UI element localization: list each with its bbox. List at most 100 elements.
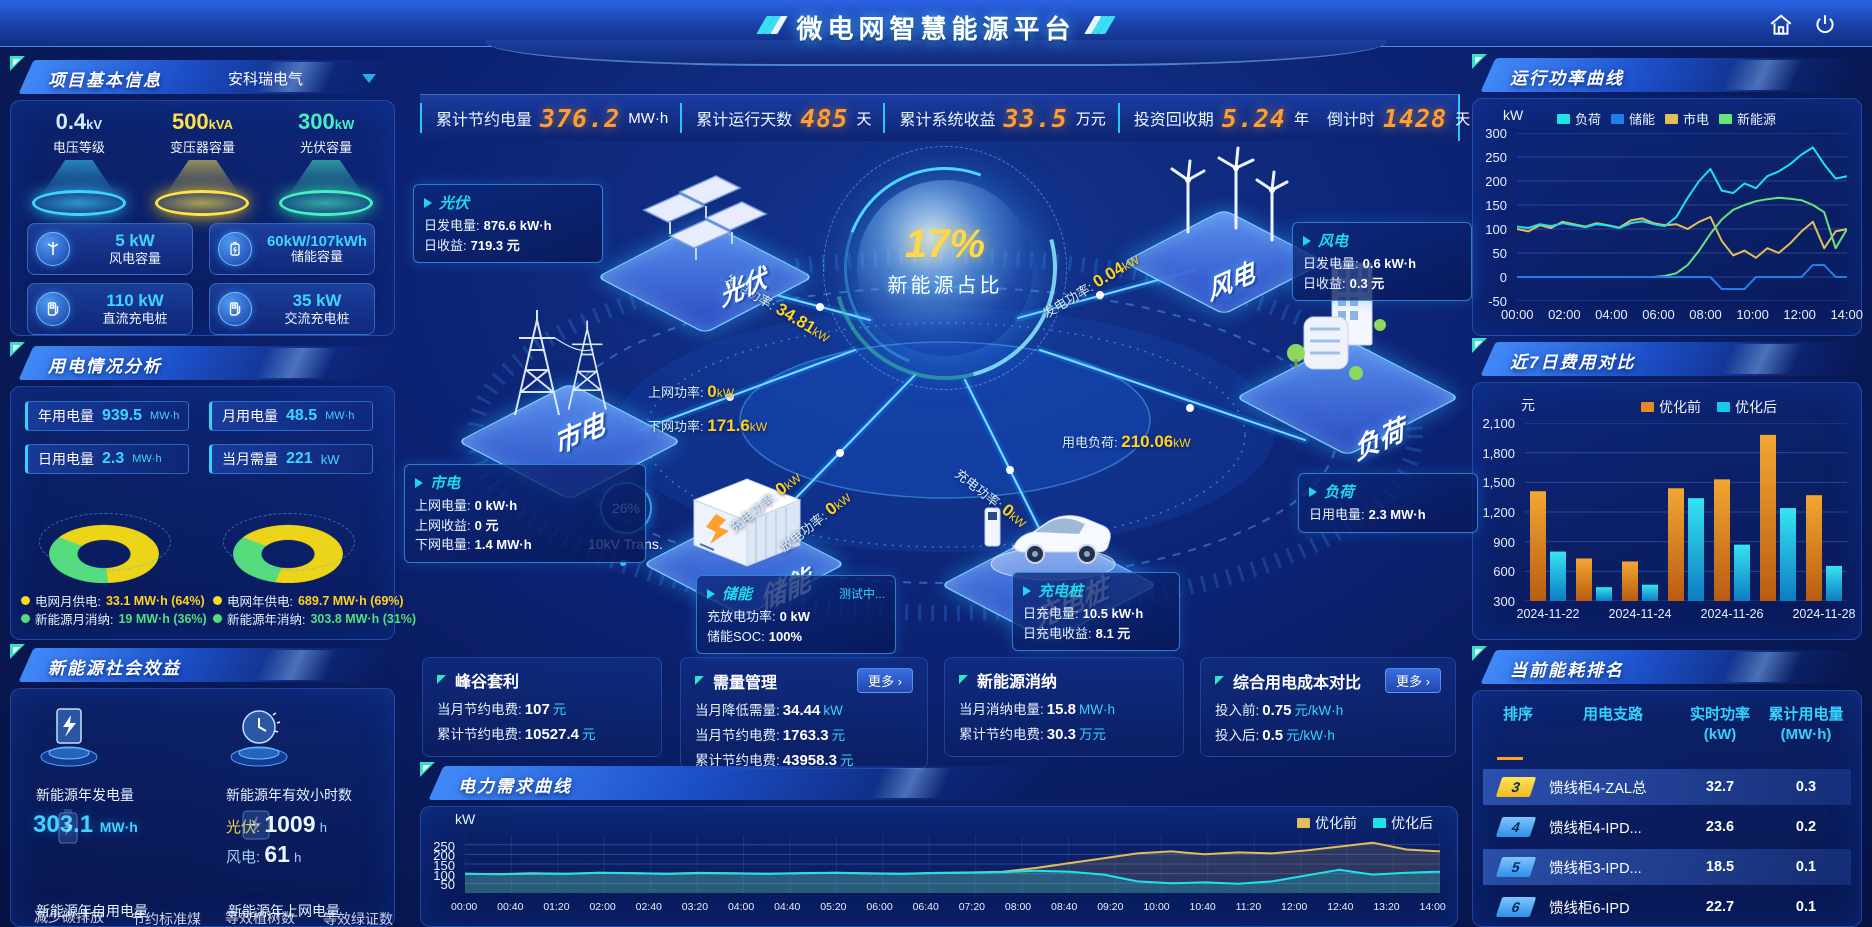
panel-run-power-title: 运行功率曲线 xyxy=(1510,69,1624,88)
y-tick: 100 xyxy=(433,867,455,883)
cone-transformer: 500kVA 变压器容量 xyxy=(147,109,257,216)
x-tick: 00:40 xyxy=(497,901,524,913)
demand-chart xyxy=(464,835,1441,898)
rank-badge: 5 xyxy=(1495,857,1537,877)
panel-ranking-header: 当前能耗排名 xyxy=(1472,646,1864,684)
cost7-y-axis: 2,100 1,800 1,500 1,200 900 600 300 xyxy=(1481,416,1521,609)
y-tick: 100 xyxy=(1485,222,1507,237)
x-tick: 10:40 xyxy=(1189,901,1216,913)
table-row[interactable]: 5 馈线柜3-IPD... 18.5 0.1 xyxy=(1483,849,1851,885)
x-tick: 2024-11-22 xyxy=(1516,607,1580,621)
company-selector[interactable]: 安科瑞电气 xyxy=(228,71,304,88)
legend-item: 市电 xyxy=(1665,109,1709,128)
x-tick: 13:20 xyxy=(1373,901,1400,913)
x-tick: 06:40 xyxy=(912,901,939,913)
y-tick: -50 xyxy=(1488,294,1507,309)
x-tick: 00:00 xyxy=(1501,307,1534,322)
card-demand-mgmt: 需量管理 更多 › 当月降低需量: 34.44 kW 当月节约电费: 1763.3 元 … xyxy=(680,657,928,769)
energy-flow-stage: 光伏 风电 市电 xyxy=(400,115,1478,655)
table-row[interactable]: 3 馈线柜4-ZAL总 32.7 0.3 xyxy=(1483,769,1851,805)
demand-mgmt-more-button[interactable]: 更多 › xyxy=(857,668,913,693)
stat-day-usage: 日用电量 2.3 MW·h xyxy=(25,444,189,474)
power-pylon-icon xyxy=(514,310,607,416)
x-tick: 03:20 xyxy=(681,901,709,913)
x-tick: 02:00 xyxy=(589,901,616,913)
x-tick: 04:40 xyxy=(774,901,801,913)
panel-demand-body: kW 优化前 优化后 250 200 150 100 50 00:00 00:40 01:20… xyxy=(420,806,1458,927)
panel-corner-icon xyxy=(695,675,704,685)
x-tick: 00:00 xyxy=(451,901,478,913)
x-tick: 11:20 xyxy=(1235,901,1262,913)
wind-info-card: 风电 日发电量: 0.6 kW·h 日收益: 0.3 元 xyxy=(1292,222,1472,301)
kpi-saved-energy: 累计节约电量 376.2 MW·h xyxy=(420,103,680,133)
panel-corner-icon xyxy=(420,762,435,777)
card-renewable-consumption: 新能源消纳 当月消纳电量: 15.8 MW·h 累计节约电费: 30.3 万元 xyxy=(944,657,1184,757)
panel-cost7-header: 近7日费用对比 xyxy=(1472,338,1864,376)
kpi-run-days: 累计运行天数 485 天 xyxy=(680,103,883,133)
chevron-down-icon[interactable] xyxy=(362,74,376,83)
pv-info-card: 光伏 日发电量: 876.6 kW·h 日收益: 719.3 元 xyxy=(413,184,603,263)
y-tick: 1,800 xyxy=(1482,445,1515,461)
y-tick: 150 xyxy=(1485,198,1507,213)
panel-usage-body: 年用电量 939.5 MW·h 月用电量 48.5 MW·h 日用电量 2.3 MW·h 当… xyxy=(10,386,416,640)
battery-storage-icon xyxy=(692,478,802,567)
y-tick: 250 xyxy=(433,838,455,854)
demand-legend: 优化前 优化后 xyxy=(1297,813,1433,833)
y-tick: 600 xyxy=(1493,564,1515,580)
panel-project-header: 项目基本信息 安科瑞电气 xyxy=(10,56,397,94)
x-tick: 08:00 xyxy=(1004,901,1032,913)
donut-month xyxy=(39,487,171,584)
x-tick: 01:20 xyxy=(543,901,570,913)
x-tick: 02:00 xyxy=(1548,307,1581,322)
cost7-chart-svg xyxy=(1525,422,1847,602)
panel-ranking-body: 排序 用电支路 实时功率 (kW) 累计用电量 (MW·h) 3 馈线柜4-ZAL总… xyxy=(1472,690,1862,927)
co2-label: 减少碳排放 xyxy=(34,909,104,925)
hours-clock-icon xyxy=(230,710,288,767)
certs-label: 等效绿证数 xyxy=(323,911,393,927)
header-curve xyxy=(486,40,1386,66)
panel-usage: 用电情况分析 年用电量 939.5 MW·h 月用电量 48.5 MW·h 日用电量 2.… xyxy=(10,342,416,640)
run-power-x-axis: 00:00 02:00 04:00 06:00 08:00 10:00 12:00 14:00 xyxy=(1501,307,1863,322)
x-tick: 04:00 xyxy=(1595,307,1628,322)
rank-badge: 6 xyxy=(1495,897,1537,917)
cost7-legend: 优化前 优化后 xyxy=(1641,397,1777,417)
ranking-sort-indicator[interactable] xyxy=(1497,757,1523,760)
center-sphere: 17% 新能源占比 xyxy=(792,115,1098,421)
x-tick: 05:20 xyxy=(820,901,847,913)
title-deco-left xyxy=(756,16,788,39)
demand-unit-label: kW xyxy=(455,811,476,827)
table-row[interactable]: 6 馈线柜6-IPD 22.7 0.1 xyxy=(1483,889,1851,925)
y-tick: 2,100 xyxy=(1482,416,1515,431)
page-title: 微电网智慧能源平台 xyxy=(796,14,1076,44)
panel-ranking: 当前能耗排名 排序 用电支路 实时功率 (kW) 累计用电量 (MW·h) 3 馈线… xyxy=(1472,646,1864,927)
gen-value: 303.1 MW·h xyxy=(33,811,138,838)
demand-chart-svg xyxy=(464,835,1441,893)
self-use-label: 新能源年自用电量 xyxy=(36,903,148,919)
x-tick: 2024-11-26 xyxy=(1700,607,1764,621)
panel-run-power-body: kW 负荷 储能 市电 新能源 300 250 200 150 100 50 0 -50 00:00… xyxy=(1472,98,1863,336)
x-tick: 07:20 xyxy=(958,901,985,913)
cost7-unit-label: 元 xyxy=(1521,397,1535,413)
y-tick: 250 xyxy=(1485,150,1507,165)
panel-demand-header: 电力需求曲线 xyxy=(420,762,1458,800)
power-icon[interactable] xyxy=(1812,12,1838,38)
cost-compare-more-button[interactable]: 更多 › xyxy=(1385,668,1441,693)
demand-x-axis: 00:00 00:40 01:20 02:00 02:40 03:20 04:00 04:40… xyxy=(451,901,1446,913)
cone-voltage: 0.4kV 电压等级 xyxy=(24,109,134,216)
y-tick: 200 xyxy=(433,848,455,864)
rank-badge: 4 xyxy=(1495,817,1537,837)
panel-project-body: 0.4kV 电压等级 500kVA 变压器容量 300kW 光伏容量 xyxy=(10,100,395,336)
to-grid-label: 新能源年上网电量 xyxy=(228,903,340,919)
x-tick: 08:40 xyxy=(1051,901,1078,913)
panel-benefit-header: 新能源社会效益 xyxy=(10,644,397,682)
flow-down-net: 下网功率: 171.6kW xyxy=(648,416,768,435)
home-icon[interactable] xyxy=(1768,12,1794,38)
legend-renewable-year: 新能源年消纳: 303.8 MW·h (31%) xyxy=(213,609,416,628)
panel-benefit-title: 新能源社会效益 xyxy=(48,659,181,678)
transformer-dot xyxy=(620,560,626,566)
card-wind-capacity: 5 kW 风电容量 xyxy=(27,223,193,275)
battery-icon xyxy=(218,232,252,266)
storage-test-badge: 测试中... xyxy=(838,587,885,601)
table-row[interactable]: 4 馈线柜4-IPD... 23.6 0.2 xyxy=(1483,809,1851,845)
